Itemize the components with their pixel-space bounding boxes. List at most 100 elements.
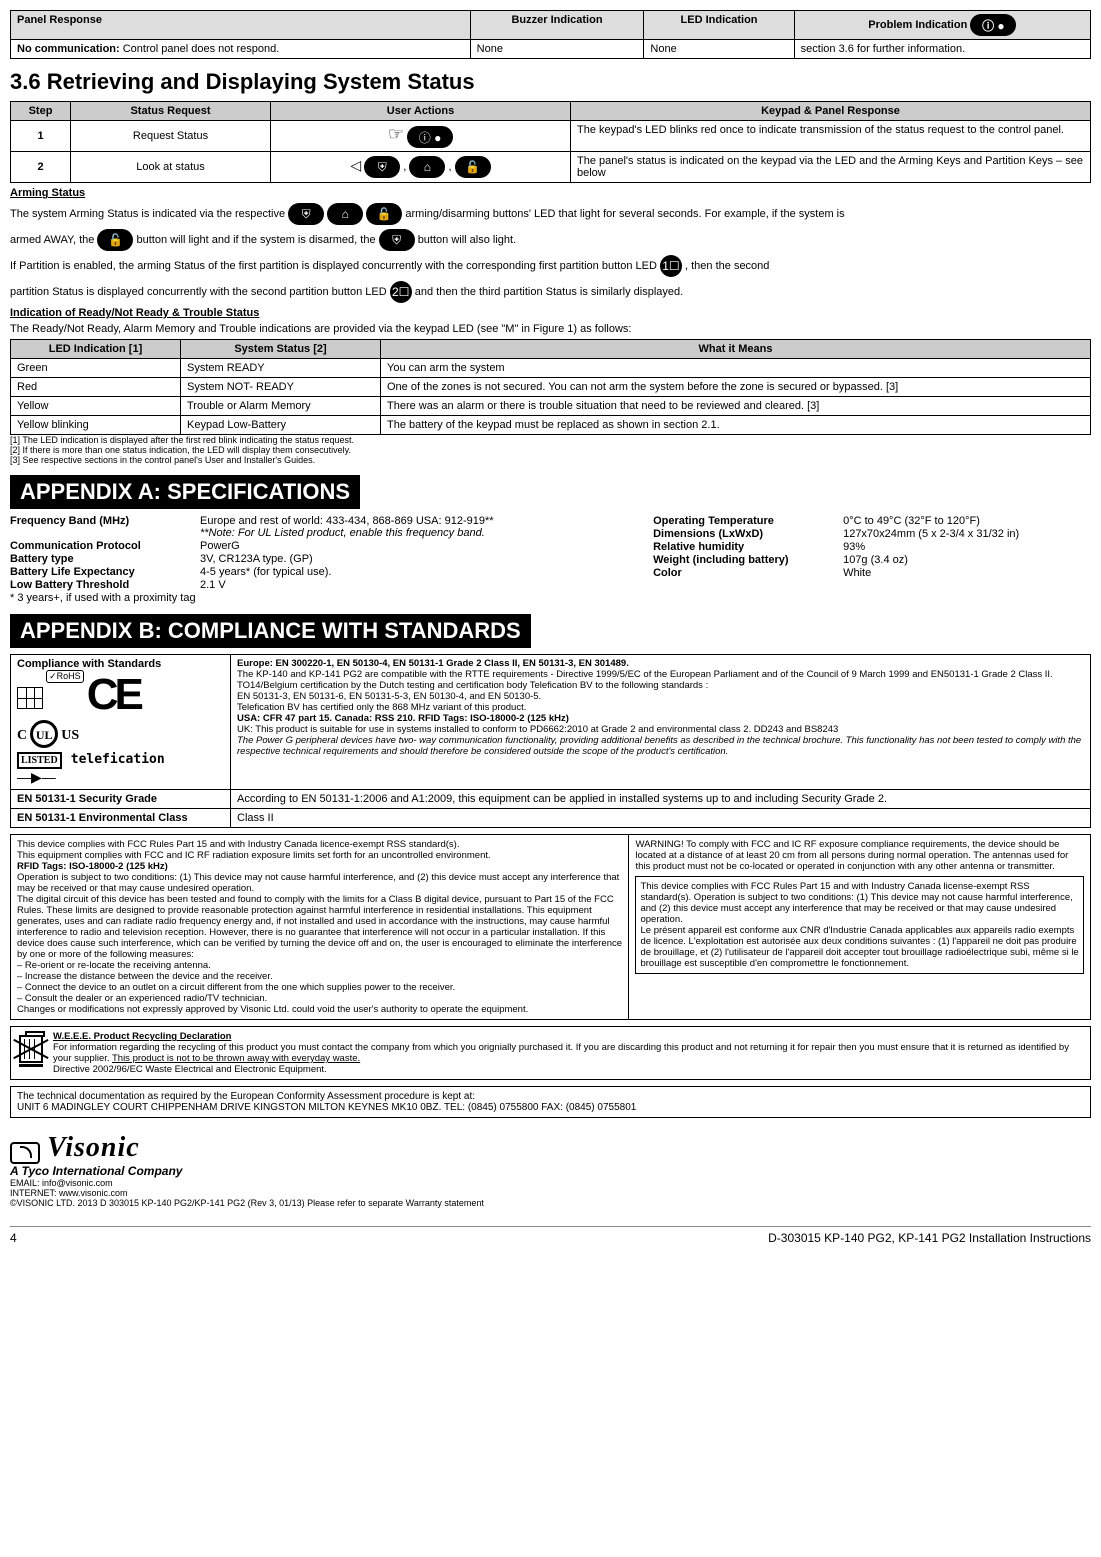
req-1: Request Status [71,121,271,152]
unlock-icon: 🔓 [366,203,402,225]
led-note-3: [3] See respective sections in the contr… [10,455,1091,465]
text: button will also light. [418,234,516,246]
spec-val: PowerG [200,540,623,552]
cell-led: None [644,40,794,59]
fcc-box: This device complies with FCC Rules Part… [10,834,1091,1020]
spec-val: 127x70x24mm (5 x 2-3/4 x 31/32 in) [843,528,1091,540]
ready-status-title: Indication of Ready/Not Ready & Trouble … [10,307,259,319]
t: – Consult the dealer or an experienced r… [17,993,622,1004]
footer-right: D-303015 KP-140 PG2, KP-141 PG2 Installa… [768,1231,1091,1245]
panel-resp-rest: Control panel does not respond. [120,43,280,55]
th-panel-response: Panel Response [11,11,471,40]
away-icon: ⛨ [379,229,415,251]
appendix-b-title: APPENDIX B: COMPLIANCE WITH STANDARDS [10,614,531,648]
spec-val: 4-5 years* (for typical use). [200,566,623,578]
t: RFID Tags: ISO-18000-2 (125 kHz) [17,861,168,872]
resp-2: The panel's status is indicated on the k… [571,152,1091,183]
listed-badge: LISTED [17,752,62,769]
t: **Note: For UL Listed product, enable th… [200,527,485,539]
footer-email: EMAIL: info@visonic.com [10,1178,1091,1188]
t: Changes or modifications not expressly a… [17,1004,622,1015]
th-led: LED Indication [644,11,794,40]
t: UK: This product is suitable for use in … [237,724,1084,735]
fcc-right: WARNING! To comply with FCC and IC RF ex… [629,835,1090,1019]
table-row: GreenSystem READYYou can arm the system [11,359,1091,378]
spec-label: Weight (including battery) [653,554,843,566]
ce-mark-icon: CE [87,670,140,720]
c: System NOT- READY [181,378,381,397]
led-note-1: [1] The LED indication is displayed afte… [10,435,1091,445]
sec-grade-label: EN 50131-1 Security Grade [17,793,157,805]
t: EN 50131-3, EN 50131-6, EN 50131-5-3, EN… [237,691,1084,702]
table-row: 1 Request Status ☞ ⓘ ● The keypad's LED … [11,121,1091,152]
text: , then the second [685,260,769,272]
partition-2-icon: 2☐ [390,281,412,303]
weee-box: W.E.E.E. Product Recycling Declaration F… [10,1026,1091,1080]
tyco-line: A Tyco International Company [10,1164,1091,1178]
cell-panel: No communication: Control panel does not… [11,40,471,59]
cell-buzzer: None [470,40,644,59]
c: System READY [181,359,381,378]
arrow-icon: —▶— [17,769,56,785]
away-icon: ⛨ [288,203,324,225]
spec-label: Battery Life Expectancy [10,566,200,578]
cell-problem: section 3.6 for further information. [794,40,1090,59]
spec-footnote: * 3 years+, if used with a proximity tag [10,592,623,604]
th-problem-text: Problem Indication [868,19,967,31]
spec-label: Communication Protocol [10,540,200,552]
compliance-body: Europe: EN 300220-1, EN 50130-4, EN 5013… [231,655,1091,790]
spec-val: 3V, CR123A type. (GP) [200,553,623,565]
t: – Increase the distance between the devi… [17,971,622,982]
table-row: Yellow blinkingKeypad Low-BatteryThe bat… [11,416,1091,435]
panel-response-table: Panel Response Buzzer Indication LED Ind… [10,10,1091,59]
c-mark: C [17,728,27,743]
table-row: No communication: Control panel does not… [11,40,1091,59]
grid-icon [17,687,43,709]
spec-columns: Frequency Band (MHz)Europe and rest of w… [10,515,1091,604]
page-footer: 4 D-303015 KP-140 PG2, KP-141 PG2 Instal… [10,1226,1091,1245]
c: You can arm the system [381,359,1091,378]
table-row: RedSystem NOT- READYOne of the zones is … [11,378,1091,397]
env-class-val: Class II [231,809,1091,828]
t: – Connect the device to an outlet on a c… [17,982,622,993]
th-led-ind: LED Indication [1] [11,340,181,359]
footer-copy: ©VISONIC LTD. 2013 D 303015 KP-140 PG2/K… [10,1198,1091,1208]
table-row: Compliance with Standards ✓RoHS CE C UL … [11,655,1091,790]
text: partition Status is displayed concurrent… [10,286,390,298]
t: RoHS [57,671,81,681]
c: Yellow blinking [11,416,181,435]
tech-doc-l2: UNIT 6 MADINGLEY COURT CHIPPENHAM DRIVE … [17,1102,636,1113]
t: Europe: EN 300220-1, EN 50130-4, EN 5013… [237,658,629,669]
step-2: 2 [37,161,43,173]
resp-1: The keypad's LED blinks red once to indi… [571,121,1091,152]
info-pill-icon: ⓘ ● [970,14,1016,36]
fcc-left: This device complies with FCC Rules Part… [11,835,629,1019]
text: and then the third partition Status is s… [415,286,683,298]
arming-status-title: Arming Status [10,187,85,199]
th-step: Step [11,102,71,121]
text: armed AWAY, the [10,234,97,246]
th-resp: Keypad & Panel Response [571,102,1091,121]
compliance-table: Compliance with Standards ✓RoHS CE C UL … [10,654,1091,828]
telefication-badge: telefication [71,752,165,767]
weee-body2: Directive 2002/96/EC Waste Electrical an… [53,1064,327,1075]
spec-label: Operating Temperature [653,515,843,527]
weee-title: W.E.E.E. Product Recycling Declaration [53,1031,231,1042]
th-means: What it Means [381,340,1091,359]
tech-doc-box: The technical documentation as required … [10,1086,1091,1118]
t: Telefication BV has certified only the 8… [237,702,1084,713]
t: The KP-140 and KP-141 PG2 are compatible… [237,669,1084,680]
spec-label: Frequency Band (MHz) [10,515,200,539]
th-buzzer: Buzzer Indication [470,11,644,40]
req-2: Look at status [71,152,271,183]
t: RFID Tags: ISO-18000-2 (125 kHz) [17,861,622,872]
text: The system Arming Status is indicated vi… [10,208,288,220]
status-steps-table: Step Status Request User Actions Keypad … [10,101,1091,183]
t: USA: CFR 47 part 15. Canada: RSS 210. RF… [237,713,569,724]
t: The Power G peripheral devices have two-… [237,735,1081,757]
spec-val: 93% [843,541,1091,553]
partition-1-icon: 1☐ [660,255,682,277]
spec-val: 0°C to 49°C (32°F to 120°F) [843,515,1091,527]
unlock-icon: 🔓 [455,156,491,178]
hand-icon: ☞ [388,124,404,144]
